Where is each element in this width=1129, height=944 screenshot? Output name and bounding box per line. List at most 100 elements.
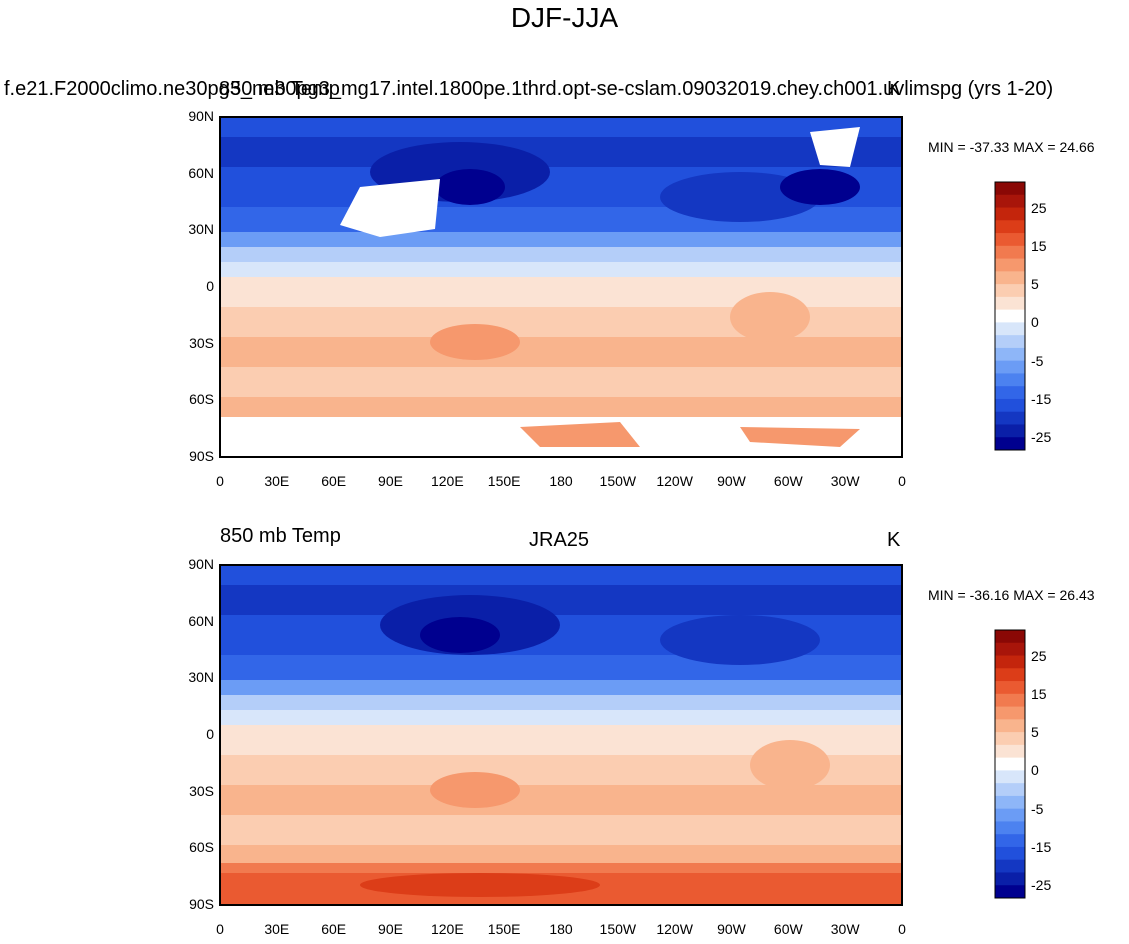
panel2-units-label: K [887, 529, 901, 551]
lon-tick-label: 120W [656, 473, 693, 489]
colorbar-swatch [995, 207, 1025, 221]
colorbar-tick-label: -5 [1031, 800, 1044, 817]
colorbar-swatch [995, 795, 1025, 810]
lon-tick-label: 0 [216, 473, 224, 489]
panel2-variable-label: 850 mb Temp [220, 525, 341, 547]
colorbar-swatch [995, 693, 1025, 708]
lon-tick-label: 180 [549, 473, 573, 489]
colorbar-tick-label: -25 [1031, 429, 1052, 446]
lat-tick-label: 90S [189, 896, 214, 912]
lon-tick-label: 60E [321, 473, 347, 489]
lon-tick-label: 30E [264, 473, 290, 489]
colorbar-swatch [995, 630, 1025, 644]
colorbar-swatch [995, 194, 1025, 209]
colorbar-tick-label: 25 [1031, 647, 1047, 664]
colorbar-swatch [995, 271, 1025, 285]
colorbar-tick-label: 15 [1031, 685, 1047, 702]
figure-title: DJF-JJA [510, 2, 619, 33]
lat-tick-label: 30S [189, 782, 214, 799]
colorbar-swatch [995, 668, 1025, 682]
lat-tick-label: 0 [206, 726, 214, 742]
colorbar-tick-label: 0 [1031, 762, 1039, 779]
colorbar-tick-label: -25 [1031, 877, 1052, 894]
colorbar-tick-label: -5 [1031, 352, 1044, 369]
colorbar-border [994, 181, 1026, 451]
colorbar-tick-label: 0 [1031, 314, 1039, 331]
colorbar-swatch [995, 386, 1025, 400]
colorbar-swatch [995, 732, 1025, 746]
lat-tick-label: 30N [188, 221, 214, 238]
colorbar-swatch [995, 821, 1025, 835]
lon-tick-label: 180 [549, 921, 573, 937]
colorbar-swatch [995, 347, 1025, 362]
lon-tick-label: 120W [656, 921, 693, 937]
colorbar-swatch [995, 846, 1025, 861]
colorbar-swatch [995, 757, 1025, 771]
colorbar-swatch [995, 360, 1025, 374]
colorbar-swatch [995, 296, 1025, 311]
colorbar-swatch [995, 655, 1025, 669]
lat-tick-label: 90N [188, 556, 214, 572]
colorbar-swatch [995, 783, 1025, 797]
colorbar-tick-label: -15 [1031, 838, 1052, 855]
panel1-case-label: f.e21.F2000climo.ne30pg3_ne30pg3_mg17.in… [4, 78, 1054, 100]
colorbar-tick-label: 5 [1031, 276, 1039, 293]
colorbar-swatch [995, 770, 1025, 784]
lat-tick-label: 90S [189, 448, 214, 464]
colorbar-2 [994, 629, 1026, 899]
colorbar-swatch [995, 309, 1025, 323]
colorbar-swatch [995, 437, 1025, 451]
panel1-variable-label: 850 mb Temp [219, 78, 340, 100]
colorbar-1 [994, 181, 1026, 451]
colorbar-swatch [995, 424, 1025, 438]
lon-tick-label: 60W [773, 473, 803, 489]
colorbar-swatch [995, 706, 1025, 720]
lon-tick-label: 150W [599, 921, 637, 937]
colorbar-swatch [995, 872, 1025, 886]
colorbar-swatch [995, 258, 1025, 272]
lat-tick-label: 30N [188, 669, 214, 686]
colorbar-swatch [995, 398, 1025, 413]
colorbar-swatch [995, 681, 1025, 695]
colorbar-tick-label: -15 [1031, 390, 1052, 407]
colorbar-tick-label: 5 [1031, 724, 1039, 741]
lon-tick-label: 0 [898, 921, 906, 937]
lat-tick-label: 60N [188, 612, 214, 629]
colorbar-swatch [995, 233, 1025, 247]
lat-tick-label: 90N [188, 108, 214, 124]
colorbar-swatch [995, 719, 1025, 733]
lat-tick-label: 0 [206, 278, 214, 294]
colorbar-swatch [995, 642, 1025, 657]
colorbar-swatch [995, 335, 1025, 349]
lon-tick-label: 120E [430, 921, 464, 937]
colorbar-swatch [995, 182, 1025, 196]
lon-tick-label: 0 [216, 921, 224, 937]
colorbar-swatch [995, 885, 1025, 899]
panel1-minmax: MIN = -37.33 MAX = 24.66 [928, 139, 1095, 155]
colorbar-tick-label: 25 [1031, 199, 1047, 216]
lon-tick-label: 150E [487, 921, 521, 937]
colorbar-border [994, 629, 1026, 899]
lon-tick-label: 60W [773, 921, 803, 937]
lon-tick-label: 30W [830, 921, 860, 937]
colorbar-swatch [995, 245, 1025, 260]
colorbar-swatch [995, 834, 1025, 848]
lat-tick-label: 60S [189, 839, 214, 856]
colorbar-swatch [995, 373, 1025, 387]
colorbar-swatch [995, 284, 1025, 298]
panel1-units-label: K [887, 78, 901, 100]
lon-tick-label: 90E [378, 921, 403, 937]
colorbar-swatch [995, 322, 1025, 336]
lon-tick-label: 0 [898, 473, 906, 489]
lon-tick-label: 30W [830, 473, 860, 489]
lon-tick-label: 120E [430, 473, 464, 489]
lon-tick-label: 90E [378, 473, 403, 489]
lat-tick-label: 60N [188, 164, 214, 181]
colorbar-swatch [995, 859, 1025, 873]
lon-tick-label: 60E [321, 921, 347, 937]
lon-tick-label: 90W [717, 473, 746, 489]
colorbar-swatch [995, 220, 1025, 234]
lat-tick-label: 60S [189, 391, 214, 408]
